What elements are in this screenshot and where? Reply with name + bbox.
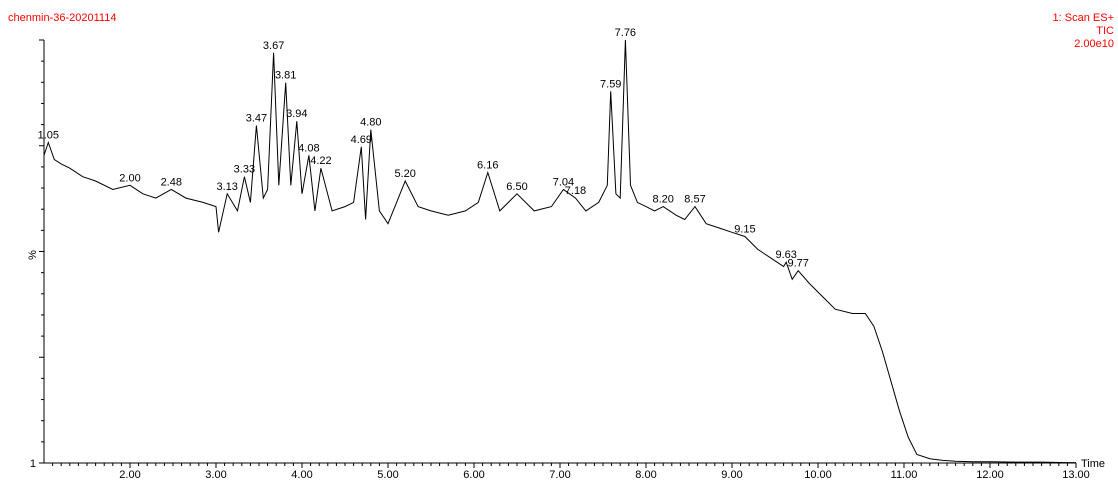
x-tick-label: 12.00 [976, 469, 1004, 481]
peak-label: 6.50 [506, 181, 527, 193]
tic-trace [43, 39, 1076, 464]
peak-label: 4.80 [360, 117, 381, 129]
x-tick-label: 6.00 [463, 469, 484, 481]
x-tick-label: 9.00 [721, 469, 742, 481]
x-tick-label: 8.00 [635, 469, 656, 481]
peak-label: 6.16 [477, 159, 498, 171]
peak-label: 5.20 [394, 168, 415, 180]
x-tick-label: 7.00 [549, 469, 570, 481]
scan-function: 1: Scan ES+ [1052, 12, 1114, 24]
peak-label: 4.22 [310, 155, 331, 167]
x-tick-label: 5.00 [377, 469, 398, 481]
peak-label: 2.48 [161, 177, 182, 189]
sample-name: chenmin-36-20201114 [8, 12, 117, 24]
peak-label: 3.67 [263, 40, 284, 52]
peak-label: 7.76 [615, 27, 636, 39]
intensity-max: 2.00e10 [1074, 38, 1114, 50]
y-axis-label: % [27, 250, 39, 260]
peak-label: 7.04 [553, 177, 574, 189]
peak-label: 3.33 [234, 164, 255, 176]
x-tick-label: 2.00 [119, 469, 140, 481]
scan-info: 1: Scan ES+ TIC 2.00e10 [1053, 12, 1114, 51]
peak-label: 1.05 [38, 130, 59, 142]
y-axis-min-label: 1 [30, 458, 36, 470]
x-tick-label: 13.00 [1062, 469, 1090, 481]
peak-label: 4.69 [351, 134, 372, 146]
peak-label: 3.81 [275, 70, 296, 82]
peak-label: 9.63 [775, 249, 796, 261]
x-axis-label: Time [1081, 458, 1105, 470]
peak-label: 8.20 [652, 194, 673, 206]
peak-label: 2.00 [119, 172, 140, 184]
peak-label: 7.18 [565, 185, 586, 197]
peak-label: 7.59 [600, 78, 621, 90]
x-tick-label: 4.00 [291, 469, 312, 481]
peak-label: 8.57 [684, 194, 705, 206]
peak-label: 9.15 [734, 224, 755, 236]
x-tick-label: 10.00 [804, 469, 832, 481]
axes [43, 40, 1076, 464]
x-tick-label: 3.00 [205, 469, 226, 481]
peak-label: 3.94 [286, 108, 307, 120]
peak-label: 3.13 [216, 181, 237, 193]
peak-label: 4.08 [298, 142, 319, 154]
y-ticks [39, 39, 44, 464]
peak-label: 9.77 [788, 258, 809, 270]
x-ticks: 2.00 3.00 4.00 5.00 6.00 7.00 8.00 9.00 10.00 11.… [52, 463, 1090, 481]
peak-label: 3.47 [246, 112, 267, 124]
trace-type: TIC [1096, 25, 1114, 37]
x-tick-label: 11.00 [891, 469, 918, 481]
peak-labels: 1.05 2.00 2.48 3.13 3.33 3.47 3.67 3.81 3.94 4.08… [38, 27, 809, 270]
